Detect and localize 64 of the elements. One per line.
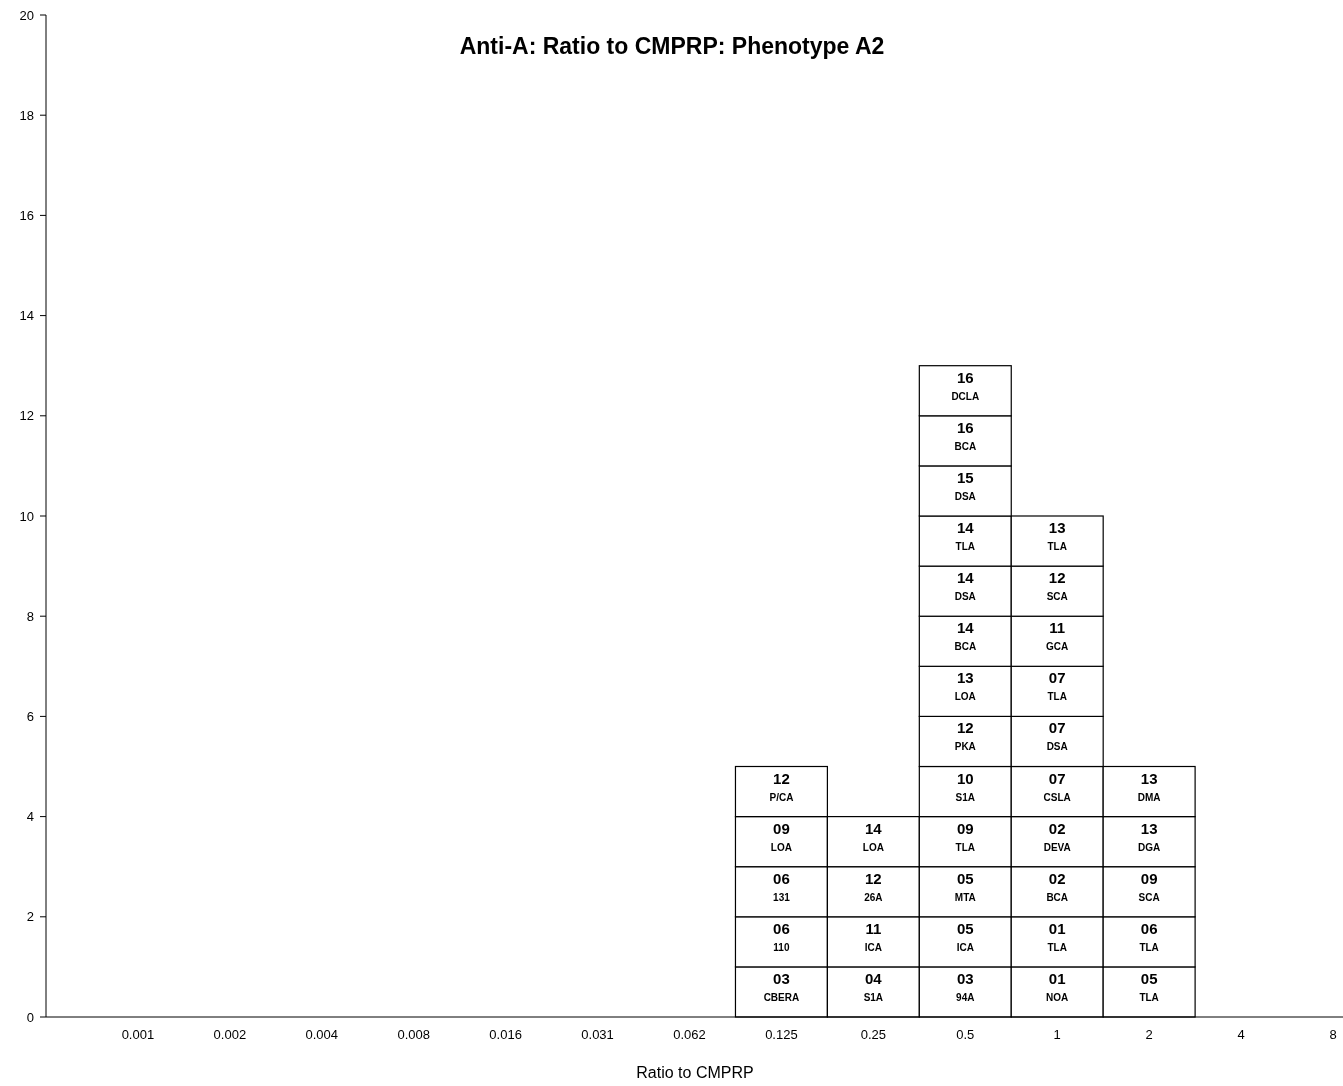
annotation: 12 P/CA — [769, 769, 794, 803]
x-tick-label: 0.001 — [121, 1027, 155, 1042]
annotation: 07 TLA — [1047, 669, 1067, 703]
annotation: 01 NOA — [1046, 969, 1069, 1003]
x-tick-label: 2 — [1145, 1027, 1153, 1042]
annotation: 03 CBERA — [763, 969, 800, 1003]
annotation: 04 S1A — [863, 969, 884, 1003]
x-tick-label: 0.004 — [305, 1027, 339, 1042]
annotation: 16 BCA — [954, 418, 977, 452]
annotation: 05 ICA — [956, 919, 974, 953]
y-tick-label: 6 — [26, 708, 34, 724]
annotation: 13 LOA — [954, 669, 976, 703]
x-tick-label: 0.062 — [673, 1027, 706, 1042]
y-tick-label: 0 — [26, 1009, 34, 1025]
annotation: 14 DSA — [954, 569, 976, 603]
annotation: 13 DGA — [1138, 819, 1161, 853]
annotation: 06 131 — [773, 869, 791, 903]
text: Anti-A: Ratio to CMPRP: Phenotype A2 — [459, 33, 885, 59]
x-tick-label: 0.5 — [956, 1027, 975, 1042]
y-tick-label: 16 — [19, 207, 34, 223]
annotation: 14 TLA — [955, 519, 976, 552]
annotation: 14 BCA — [954, 619, 977, 653]
annotation: 07 CSLA — [1043, 769, 1071, 803]
annotation: 09 TLA — [955, 819, 976, 853]
y-tick-label: 4 — [26, 809, 34, 825]
annotation: 10 S1A — [955, 769, 976, 803]
x-tick-label: 0.125 — [765, 1027, 798, 1042]
annotation: 09 SCA — [1138, 869, 1160, 903]
annotation: 02 DEVA — [1043, 819, 1071, 853]
x-tick-label: 0.008 — [397, 1027, 430, 1042]
annotation: 14 LOA — [862, 819, 884, 853]
y-tick-label: 8 — [26, 608, 34, 624]
annotation: 11 ICA — [864, 919, 882, 953]
annotation: 01 TLA — [1047, 919, 1067, 953]
y-tick-label: 20 — [19, 7, 34, 23]
y-tick-label: 10 — [19, 508, 34, 524]
x-tick-label: 1 — [1053, 1027, 1061, 1042]
annotation: 05 MTA — [954, 869, 976, 903]
y-tick-label: 18 — [19, 107, 34, 123]
x-tick-label: 4 — [1237, 1027, 1245, 1042]
annotation: 09 LOA — [770, 819, 792, 853]
x-tick-label: 0.031 — [581, 1027, 614, 1042]
annotation: 12 PKA — [954, 719, 976, 753]
annotation: 05 TLA — [1139, 969, 1159, 1003]
x-tick-label: 0.25 — [860, 1027, 887, 1042]
annotation: 03 94A — [956, 969, 975, 1003]
x-tick-label: 0.016 — [489, 1027, 522, 1042]
annotation: 11 GCA — [1046, 619, 1069, 653]
annotation: 02 BCA — [1046, 869, 1069, 903]
annotation: 06 110 — [773, 919, 790, 953]
x-axis-title: Ratio to CMPRP — [636, 1064, 754, 1081]
y-tick-label: 2 — [26, 909, 34, 925]
annotation: 06 TLA — [1139, 919, 1159, 953]
annotation: 13 DMA — [1137, 769, 1161, 803]
x-tick-label: 0.002 — [213, 1027, 247, 1042]
annotation: 07 DSA — [1046, 719, 1068, 753]
annotation: 13 TLA — [1047, 519, 1067, 552]
annotation: 16 DCLA — [951, 368, 980, 402]
annotation: 15 DSA — [954, 468, 976, 502]
y-tick-label: 14 — [19, 308, 34, 324]
x-tick-label: 8 — [1329, 1027, 1337, 1042]
annotation: 12 SCA — [1046, 569, 1068, 603]
annotation: 12 26A — [864, 869, 883, 903]
y-tick-label: 12 — [19, 408, 34, 424]
